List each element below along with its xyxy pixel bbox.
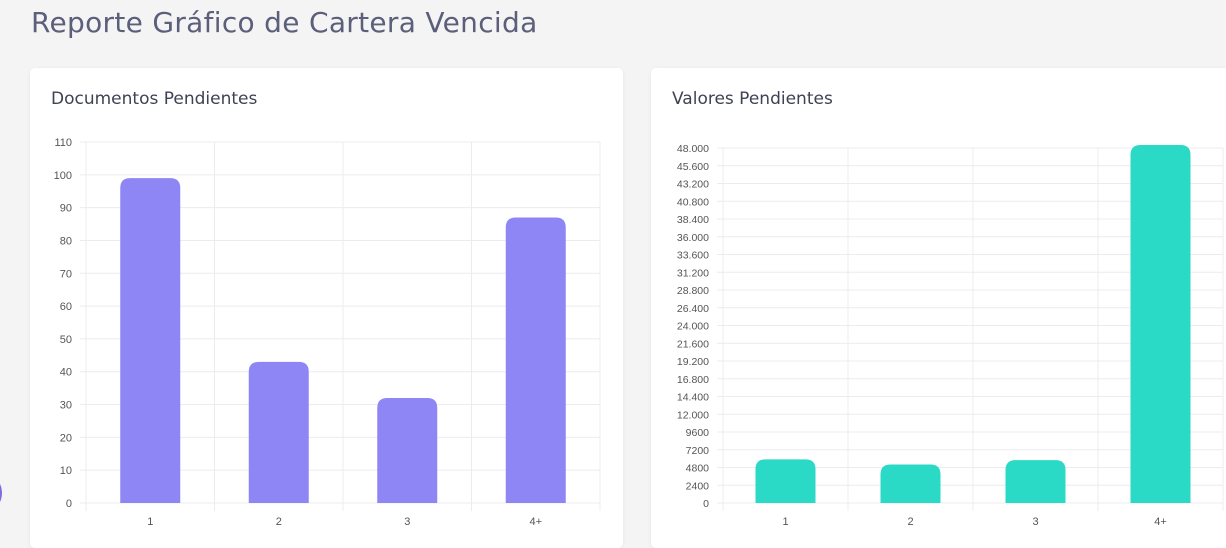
y-tick-label: 38.400 [677,214,709,226]
y-tick-label: 48.000 [677,143,709,155]
x-tick-label: 4+ [1154,516,1167,528]
bar-1 [120,178,181,503]
y-tick-label: 0 [66,498,72,510]
x-tick-label: 4+ [529,516,542,528]
bar-1 [755,459,816,503]
y-tick-label: 21.600 [677,338,709,350]
y-tick-label: 0 [703,498,709,510]
y-tick-label: 60 [60,301,72,313]
bar-2 [880,464,941,503]
y-tick-label: 40 [60,367,72,379]
y-tick-label: 16.800 [677,374,709,386]
x-tick-label: 2 [276,516,282,528]
documentos-pendientes-chart: 0 10 20 30 40 50 60 70 80 90 100 110 1 2 3 4+ [54,137,601,528]
y-tick-label: 100 [54,170,72,182]
y-tick-label: 50 [60,334,72,346]
x-tick-label: 3 [1032,516,1038,528]
y-tick-label: 9600 [686,427,710,439]
x-tick-label: 1 [147,516,153,528]
y-tick-label: 36.000 [677,232,709,244]
valores-pendientes-card: Valores Pendientes 0 2400 4800 7200 9600 12.0… [651,68,1226,548]
y-tick-label: 20 [60,432,72,444]
y-tick-label: 45.600 [677,161,709,173]
y-tick-label: 90 [60,203,72,215]
bar-4+ [505,217,566,503]
y-tick-label: 43.200 [677,179,709,191]
x-tick-label: 3 [404,516,410,528]
x-tick-label: 1 [782,516,788,528]
documentos-pendientes-title: Documentos Pendientes [51,89,258,109]
y-tick-label: 30 [60,400,72,412]
y-tick-label: 31.200 [677,267,709,279]
y-tick-label: 10 [60,465,72,477]
bar-3 [377,397,438,503]
valores-pendientes-chart: 0 2400 4800 7200 9600 12.000 14.400 16.800 19.20… [677,143,1224,528]
side-toggle-icon[interactable] [0,478,2,508]
valores-pendientes-title: Valores Pendientes [672,89,833,109]
y-tick-label: 19.200 [677,356,709,368]
y-tick-label: 24.000 [677,321,709,333]
y-tick-label: 70 [60,268,72,280]
y-tick-label: 12.000 [677,409,709,421]
documentos-pendientes-card: Documentos Pendientes 0 10 20 30 40 50 60 70 80 9… [30,68,623,548]
y-tick-label: 2400 [686,480,710,492]
page-title: Reporte Gráfico de Cartera Vencida [31,6,538,39]
y-tick-label: 26.400 [677,303,709,315]
y-tick-label: 33.600 [677,250,709,262]
y-tick-label: 80 [60,235,72,247]
bar-4+ [1130,145,1191,503]
y-tick-label: 28.800 [677,285,709,297]
bar-3 [1005,460,1066,503]
bar-2 [248,361,309,503]
y-tick-label: 14.400 [677,392,709,404]
y-tick-label: 40.800 [677,196,709,208]
y-tick-label: 7200 [686,445,710,457]
x-tick-label: 2 [907,516,913,528]
y-tick-label: 110 [54,137,72,149]
y-tick-label: 4800 [686,463,710,475]
